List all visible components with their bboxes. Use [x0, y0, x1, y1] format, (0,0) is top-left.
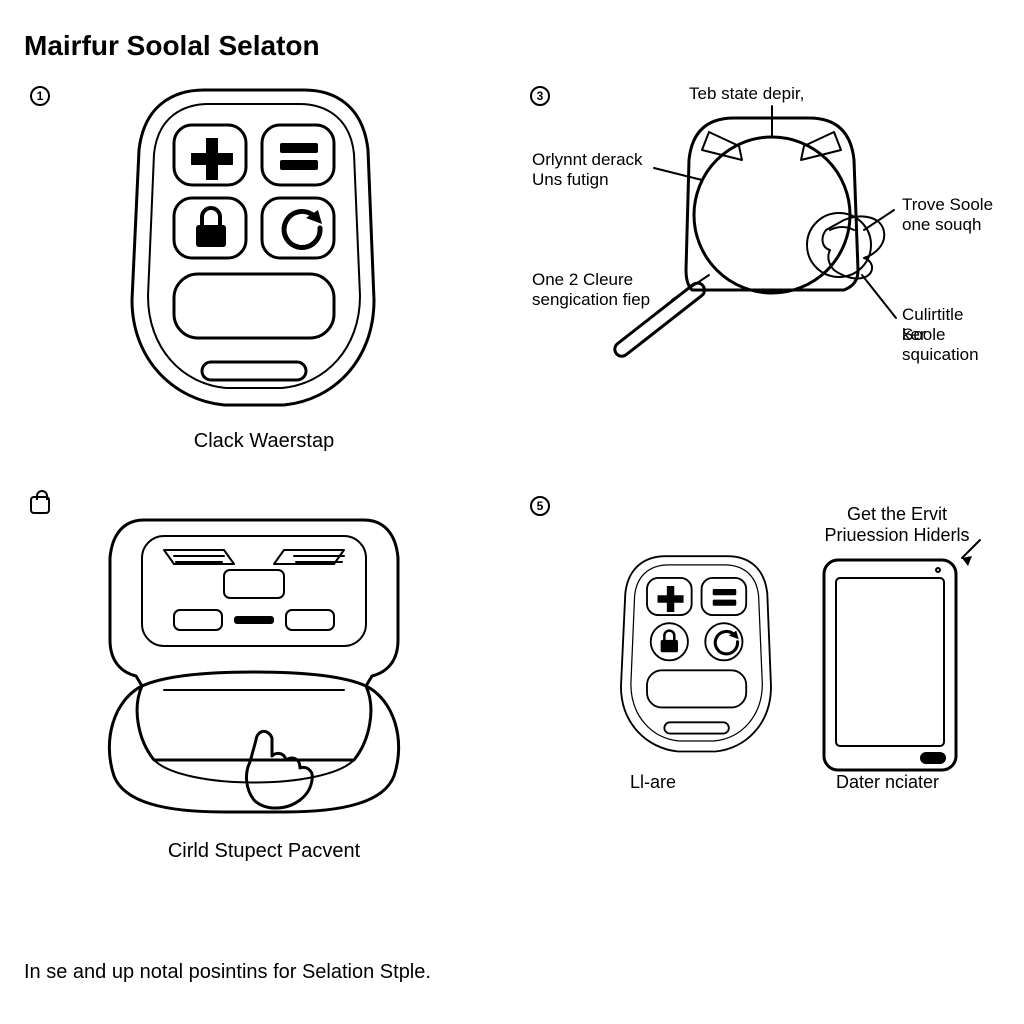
- footer-note: In se and up notal posintins for Selatio…: [24, 961, 431, 984]
- console-illustration: [24, 490, 504, 830]
- remote-front-illustration: [24, 80, 504, 420]
- panel-3: Cirld Stupect Pacvent: [24, 490, 504, 890]
- callout-top: Teb state depir,: [689, 84, 804, 104]
- panel4-caption-left: Ll-are: [630, 772, 676, 793]
- page-title: Mairfur Soolal Selaton: [24, 30, 1000, 62]
- step-badge-1: 1: [30, 86, 50, 106]
- callout-right-1b: one souqh: [902, 215, 981, 235]
- step-badge-3-lock-icon: [30, 496, 50, 514]
- panel-grid: 1 Clack Waerstap: [24, 80, 1000, 890]
- panel-4: 5 Get the Ervit Priuession Hiderls: [524, 490, 1004, 890]
- step-badge-4: 5: [530, 496, 550, 516]
- panel4-top-a: Get the Ervit: [847, 504, 947, 524]
- callout-right-1a: Trove Soole: [902, 195, 993, 215]
- panel4-top-b: Priuession Hiderls: [824, 525, 969, 545]
- step-badge-2: 3: [530, 86, 550, 106]
- panel-1-caption: Clack Waerstap: [24, 430, 504, 453]
- callout-left-2a: One 2 Cleure: [532, 270, 633, 290]
- callout-left-1b: Uns futign: [532, 170, 609, 190]
- callout-left-1a: Orlynnt derack: [532, 150, 643, 170]
- callout-left-2b: sengication fiep: [532, 290, 650, 310]
- panel4-caption-right: Dater nciater: [836, 772, 939, 793]
- remote-back-illustration: [524, 80, 1004, 440]
- panel-3-caption: Cirld Stupect Pacvent: [24, 840, 504, 863]
- panel-2: 3 Teb state depir, Orlynnt derack Uns fu…: [524, 80, 1004, 480]
- callout-right-2b: ker squication: [902, 325, 1004, 364]
- panel-1: 1 Clack Waerstap: [24, 80, 504, 480]
